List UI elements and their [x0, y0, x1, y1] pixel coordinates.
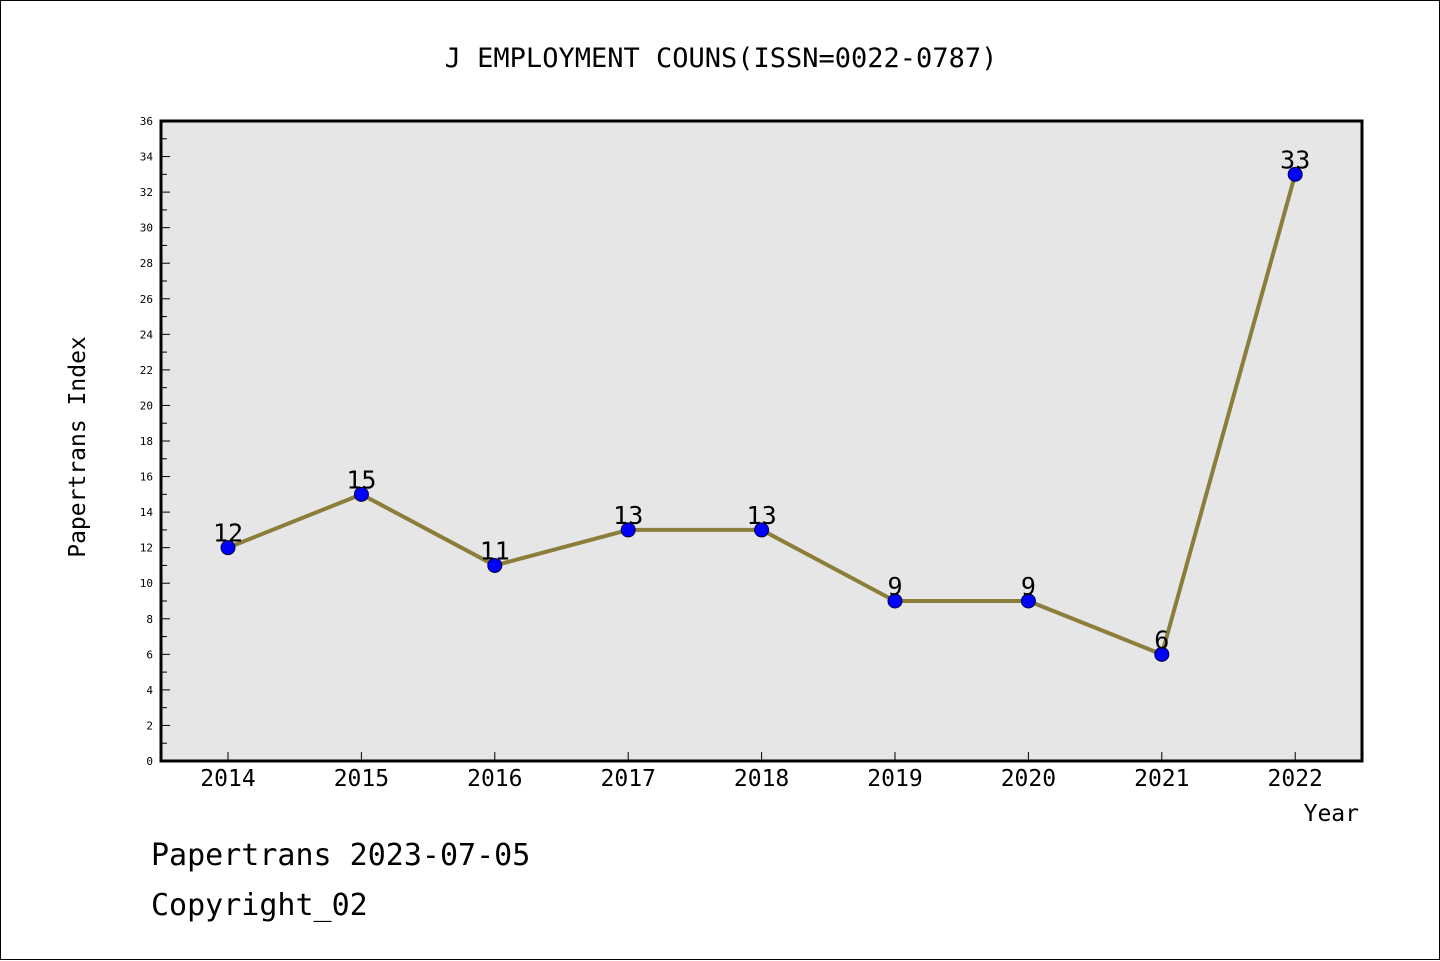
y-tick-label: 26	[140, 293, 153, 306]
data-point	[1020, 593, 1036, 609]
plot-area	[159, 119, 1364, 763]
data-point	[620, 522, 636, 538]
data-label: 33	[1280, 145, 1310, 174]
y-tick-label: 8	[146, 613, 153, 626]
y-tick-label: 2	[146, 719, 153, 732]
x-tick-label: 2020	[1001, 766, 1056, 792]
y-tick-label: 32	[140, 186, 153, 199]
y-tick-label: 0	[146, 755, 153, 768]
y-tick-label: 6	[146, 648, 153, 661]
data-label: 15	[346, 465, 376, 494]
chart-title: J EMPLOYMENT COUNS(ISSN=0022-0787)	[445, 43, 998, 74]
data-label: 13	[747, 501, 777, 530]
x-tick-label: 2019	[867, 766, 922, 792]
data-point	[220, 540, 236, 556]
series: 12 15 11 13 13 9 9 6 33	[213, 145, 1310, 662]
y-tick-label: 34	[140, 151, 154, 164]
x-axis: 2014 2015 2016 2017 2018 2019 2020 2021 2022	[200, 752, 1323, 792]
y-tick-label: 12	[140, 542, 153, 555]
data-point	[887, 593, 903, 609]
y-tick-label: 24	[140, 328, 154, 341]
data-label: 9	[887, 572, 902, 601]
y-tick-label: 18	[140, 435, 153, 448]
y-tick-label: 30	[140, 222, 153, 235]
footer-date: Papertrans 2023-07-05	[151, 838, 530, 873]
data-point	[353, 486, 369, 502]
y-tick-label: 10	[140, 577, 153, 590]
x-axis-label: Year	[1304, 801, 1359, 827]
x-tick-label: 2018	[734, 766, 789, 792]
data-point	[1287, 166, 1303, 182]
data-point	[754, 522, 770, 538]
x-tick-label: 2014	[200, 766, 255, 792]
y-tick-label: 36	[140, 115, 153, 128]
x-tick-label: 2022	[1268, 766, 1323, 792]
data-label: 11	[480, 536, 510, 565]
data-label: 6	[1154, 625, 1169, 654]
x-tick-label: 2015	[334, 766, 389, 792]
footer-copyright: Copyright_02	[151, 888, 368, 923]
y-tick-label: 22	[140, 364, 153, 377]
y-tick-label: 16	[140, 471, 153, 484]
data-label: 12	[213, 519, 243, 548]
y-tick-label: 28	[140, 257, 153, 270]
x-tick-label: 2021	[1134, 766, 1189, 792]
data-point	[487, 557, 503, 573]
data-label: 13	[613, 501, 643, 530]
y-axis-label: Papertrans Index	[65, 336, 91, 558]
data-point	[1154, 646, 1170, 662]
x-tick-label: 2017	[601, 766, 656, 792]
y-tick-label: 20	[140, 399, 153, 412]
y-tick-label: 4	[146, 684, 153, 697]
x-tick-label: 2016	[467, 766, 522, 792]
data-label: 9	[1021, 572, 1036, 601]
y-tick-label: 14	[140, 506, 154, 519]
